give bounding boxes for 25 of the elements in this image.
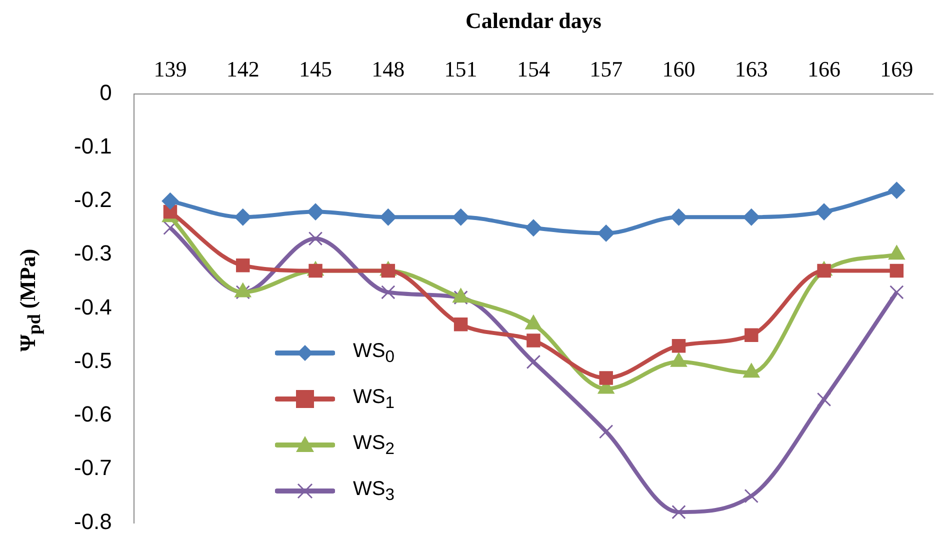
legend-label: WS$_{0}$ (353, 340, 394, 366)
y-tick-label: 0 (100, 80, 112, 105)
x-tick-label: 166 (808, 56, 841, 82)
x-tick-label: 142 (226, 56, 260, 82)
y-tick-label: -0.5 (74, 348, 112, 373)
y-tick-label: -0.7 (74, 455, 112, 480)
y-tick-label: -0.4 (74, 294, 112, 320)
y-tick-label: -0.1 (74, 133, 112, 158)
x-tick-label: 145 (299, 56, 332, 82)
legend-label: WS$_{3}$ (353, 478, 394, 504)
x-tick-label: 163 (734, 56, 768, 82)
x-tick-label: 151 (444, 56, 478, 82)
x-tick-label: 169 (880, 56, 914, 82)
y-tick-label: -0.3 (74, 240, 112, 266)
x-tick-label: 154 (516, 56, 550, 82)
x-tick-label: 160 (662, 56, 696, 82)
x-tick-label: 157 (590, 56, 623, 82)
legend-label: WS$_{2}$ (353, 432, 394, 458)
x-tick-label: 139 (154, 56, 187, 82)
y-tick-label: -0.2 (74, 187, 112, 212)
x-axis-title: Calendar days (466, 8, 602, 33)
legend-label: WS$_{1}$ (353, 386, 394, 412)
y-tick-label: -0.6 (74, 402, 112, 427)
y-tick-label: -0.8 (74, 508, 112, 534)
x-tick-label: 148 (372, 56, 405, 82)
